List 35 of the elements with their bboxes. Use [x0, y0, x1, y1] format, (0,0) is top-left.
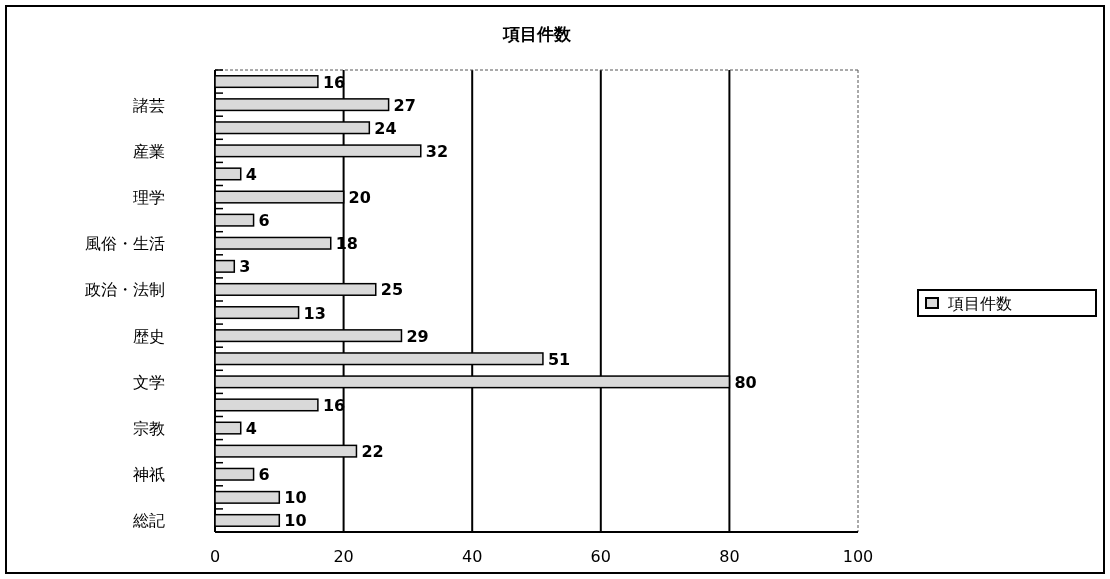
data-label: 3 — [239, 257, 251, 277]
y-tick-label: 総記 — [132, 511, 165, 531]
data-label: 29 — [406, 326, 429, 346]
x-tick-label: 60 — [590, 547, 611, 566]
data-label: 22 — [361, 442, 384, 462]
data-label: 6 — [258, 211, 270, 231]
y-tick-label: 諸芸 — [133, 95, 165, 115]
data-label: 25 — [380, 280, 404, 300]
data-label: 20 — [348, 188, 371, 208]
data-label: 51 — [547, 349, 571, 369]
x-tick-label: 100 — [842, 547, 874, 566]
data-label: 24 — [374, 118, 397, 138]
y-tick-label: 理学 — [133, 188, 165, 208]
x-tick-label: 0 — [209, 547, 221, 566]
x-tick-label: 20 — [333, 547, 354, 566]
y-tick-label: 文学 — [133, 372, 165, 392]
data-label: 80 — [734, 372, 757, 392]
data-label: 10 — [284, 488, 307, 508]
data-label: 32 — [425, 141, 449, 161]
data-label: 13 — [303, 303, 326, 323]
y-tick-label: 産業 — [133, 141, 165, 161]
data-label: 4 — [245, 419, 257, 439]
x-tick-label: 80 — [719, 547, 740, 566]
y-tick-label: 神祇 — [133, 465, 165, 485]
data-label: 10 — [284, 511, 307, 531]
data-label: 4 — [245, 164, 257, 184]
legend-label: 項目件数 — [947, 294, 1012, 313]
chart-title: 項目件数 — [501, 24, 572, 44]
y-tick-label: 政治・法制 — [85, 280, 165, 300]
x-tick-label: 40 — [462, 547, 483, 566]
y-tick-label: 風俗・生活 — [85, 234, 165, 254]
data-label: 6 — [258, 465, 270, 485]
y-tick-label: 歴史 — [133, 326, 165, 346]
data-label: 27 — [393, 95, 416, 115]
y-tick-label: 宗教 — [133, 419, 165, 439]
